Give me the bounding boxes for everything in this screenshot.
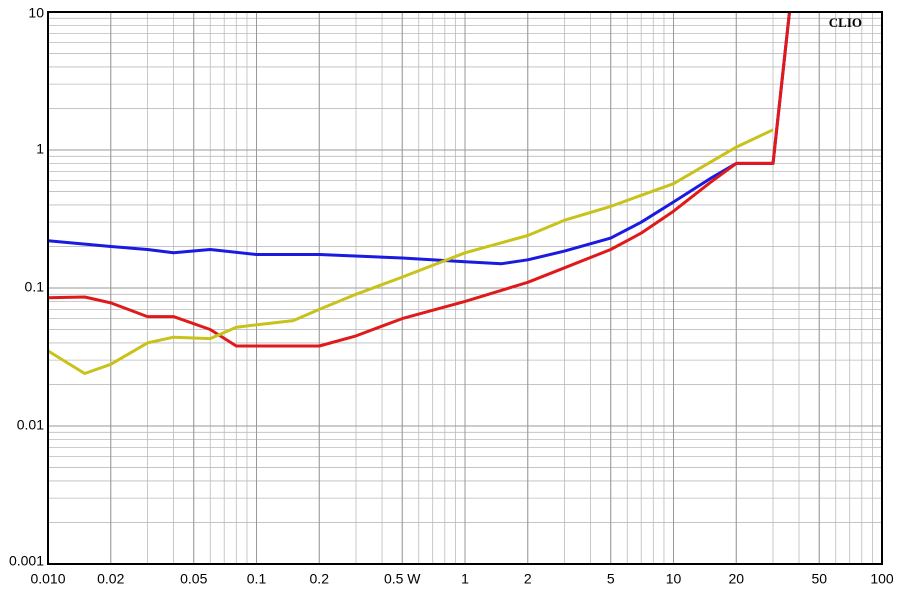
x-tick-label: 0.010 [30,571,65,587]
x-tick-label: 100 [870,571,894,587]
annotation: CLIO [829,15,862,30]
x-tick-label: 0.5 W [384,571,421,587]
plot-frame [47,11,883,565]
grid [47,11,883,565]
y-tick-label: 0.1 [25,279,45,295]
series-line [48,12,791,348]
x-tick-label: 2 [524,571,532,587]
series-line [48,128,774,375]
x-tick-label: 50 [811,571,827,587]
x-tick-label: 0.05 [180,571,207,587]
x-tick-label: 20 [728,571,744,587]
plot-lines [48,12,791,375]
x-tick-label: 1 [461,571,469,587]
y-tick-label: 10 [28,5,44,21]
y-tick-label: 0.01 [17,417,44,433]
x-tick-label: 10 [666,571,682,587]
y-tick-label: 1 [36,141,44,157]
x-tick-label: 0.2 [310,571,330,587]
series-line [48,12,791,266]
y-tick-label: 0.001 [9,553,44,569]
x-tick-label: 5 [607,571,615,587]
x-tick-label: 0.02 [97,571,124,587]
x-tick-label: 0.1 [247,571,267,587]
